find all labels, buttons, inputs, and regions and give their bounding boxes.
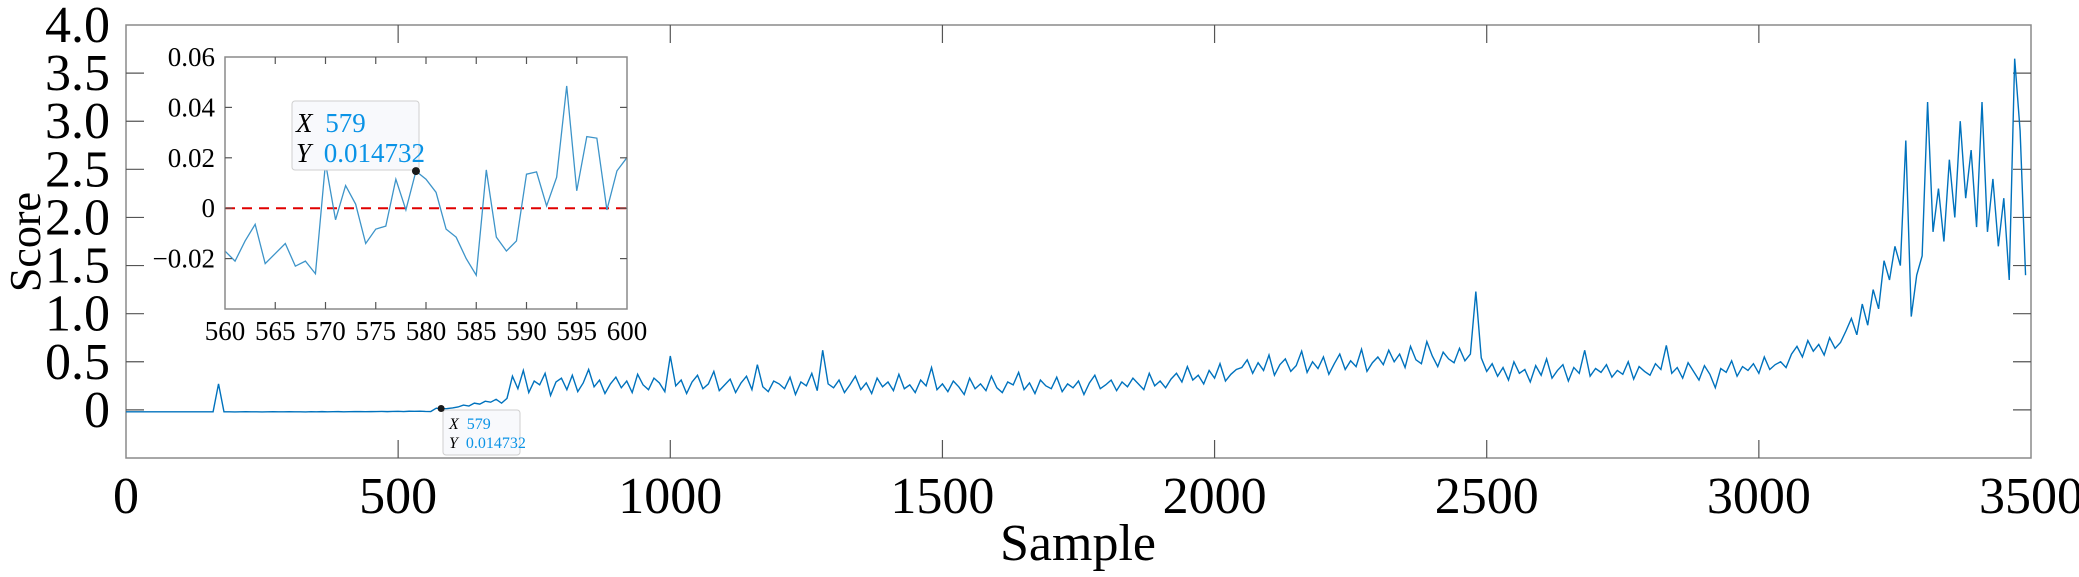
inset-x-tick-label: 580	[406, 316, 447, 346]
inset-y-tick-label: −0.02	[153, 244, 215, 274]
main-y-tick-label: 2.5	[45, 141, 110, 198]
inset-y-tick-label: 0	[202, 193, 216, 223]
main-y-tick-labels: 00.51.01.52.02.53.03.54.0	[45, 0, 110, 439]
inset-x-tick-labels: 560 565 570 575 580 585 590 595 600	[205, 316, 648, 346]
main-x-tick-label: 2500	[1435, 468, 1539, 525]
inset-ticks	[225, 57, 627, 309]
main-datatip-x: X 579	[448, 416, 491, 433]
main-datatip-y: Y 0.014732	[449, 435, 526, 452]
main-y-tick-label: 1.0	[45, 286, 110, 343]
main-x-tick-label: 1500	[890, 468, 994, 525]
inset-datatip-x-label: X	[295, 108, 314, 138]
main-datatip-y-label: Y	[449, 435, 460, 452]
inset-y-tick-label: 0.06	[168, 42, 215, 72]
main-x-tick-label: 2000	[1163, 468, 1267, 525]
main-y-tick-label: 4.0	[45, 0, 110, 54]
inset-datatip-marker[interactable]	[411, 167, 420, 176]
inset-zoom-series-line	[224, 85, 628, 278]
main-x-tick-label: 0	[113, 468, 139, 525]
inset-datatip-y-value: 0.014732	[324, 138, 425, 168]
inset-datatip-x: X 579	[295, 108, 366, 138]
inset-datatip[interactable]: X 579 Y 0.014732	[291, 100, 425, 176]
inset-x-tick-label: 595	[557, 316, 598, 346]
inset-y-tick-label: 0.04	[168, 92, 216, 122]
x-axis-label: Sample	[1000, 515, 1156, 572]
main-x-tick-label: 1000	[618, 468, 722, 525]
inset-background	[225, 57, 627, 309]
main-datatip-y-value: 0.014732	[466, 435, 526, 452]
main-x-tick-labels: 0 500 1000 1500 2000 2500 3000 3500	[113, 468, 2079, 525]
main-datatip[interactable]: X 579 Y 0.014732	[437, 404, 526, 456]
inset-datatip-y-label: Y	[296, 138, 314, 168]
main-datatip-x-value: 579	[467, 416, 491, 433]
main-datatip-box	[442, 409, 521, 456]
main-x-tick-label: 500	[359, 468, 437, 525]
inset-datatip-x-value: 579	[325, 108, 366, 138]
main-y-tick-label: 0.5	[45, 334, 110, 391]
main-axes-box	[125, 24, 2032, 459]
inset-x-tick-label: 560	[205, 316, 246, 346]
main-x-tick-label: 3000	[1707, 468, 1811, 525]
inset-y-tick-labels: −0.02 0 0.02 0.04 0.06	[153, 42, 216, 274]
main-datatip-marker[interactable]	[437, 404, 445, 412]
inset-datatip-box	[291, 100, 420, 171]
main-datatip-x-label: X	[448, 416, 460, 433]
y-axis-label: Score	[1, 192, 50, 292]
inset-x-tick-label: 585	[456, 316, 497, 346]
inset-x-tick-label: 570	[305, 316, 346, 346]
main-y-tick-label: 1.5	[45, 238, 110, 295]
main-y-tick-label: 2.0	[45, 189, 110, 246]
inset-x-tick-label: 600	[607, 316, 648, 346]
main-x-tick-label: 3500	[1979, 468, 2079, 525]
inset-x-tick-label: 565	[255, 316, 296, 346]
main-y-tick-label: 3.0	[45, 93, 110, 150]
main-y-tick-label: 3.5	[45, 45, 110, 102]
inset-y-tick-label: 0.02	[168, 143, 215, 173]
inset-x-tick-label: 590	[506, 316, 547, 346]
inset-x-tick-label: 575	[356, 316, 397, 346]
inset-axes: 560 565 570 575 580 585 590 595 600 −0.02 0 0.02 0.…	[153, 42, 648, 346]
inset-datatip-y: Y 0.014732	[296, 138, 425, 168]
main-ticks	[126, 25, 2031, 458]
main-y-tick-label: 0	[84, 382, 110, 439]
